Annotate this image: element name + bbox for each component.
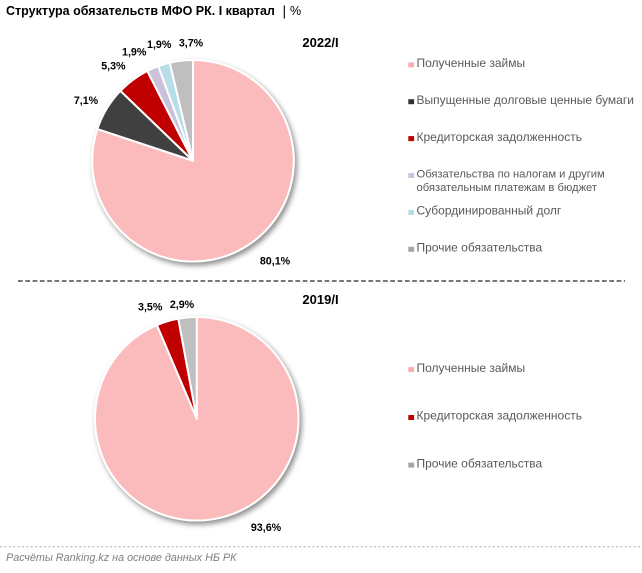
svg-text:Полученные займы: Полученные займы [417, 56, 526, 70]
svg-text:2019/I: 2019/I [302, 292, 338, 307]
svg-text:Обязательства по налогам и дру: Обязательства по налогам и другим [417, 169, 605, 181]
svg-text:|: | [283, 3, 287, 19]
svg-text:1,9%: 1,9% [122, 46, 147, 58]
svg-text:обязательным платежам в бюджет: обязательным платежам в бюджет [417, 182, 598, 194]
svg-text:Структура обязательств МФО РК.: Структура обязательств МФО РК. I квартал [6, 4, 275, 18]
svg-text:2022/I: 2022/I [302, 35, 338, 50]
svg-text:Полученные займы: Полученные займы [417, 361, 526, 375]
svg-text:93,6%: 93,6% [251, 522, 282, 534]
svg-text:Кредиторская задолженность: Кредиторская задолженность [417, 409, 582, 423]
svg-text:3,7%: 3,7% [179, 37, 204, 49]
svg-text:2,9%: 2,9% [170, 299, 195, 311]
svg-text:%: % [290, 4, 301, 18]
svg-text:Субординированный долг: Субординированный долг [417, 204, 562, 218]
svg-text:Прочие обязательства: Прочие обязательства [417, 241, 543, 255]
svg-text:Расчёты Ranking.kz на основе д: Расчёты Ranking.kz на основе данных НБ Р… [6, 552, 237, 564]
svg-text:Прочие обязательства: Прочие обязательства [417, 456, 543, 470]
svg-text:5,3%: 5,3% [101, 61, 126, 73]
svg-text:1,9%: 1,9% [147, 39, 172, 51]
svg-text:Кредиторская задолженность: Кредиторская задолженность [417, 130, 582, 144]
svg-text:7,1%: 7,1% [74, 95, 99, 107]
svg-text:3,5%: 3,5% [138, 302, 163, 314]
svg-text:80,1%: 80,1% [260, 255, 291, 267]
svg-text:Выпущенные долговые ценные бум: Выпущенные долговые ценные бумаги [417, 93, 634, 107]
